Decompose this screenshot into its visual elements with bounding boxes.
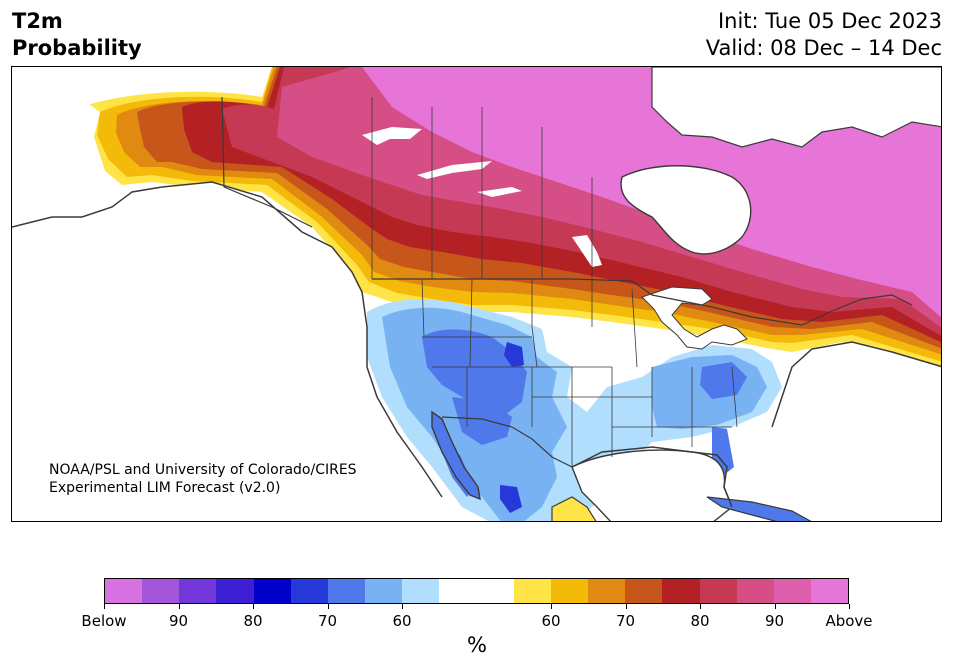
probability-map [11, 66, 942, 522]
colorbar-segment [402, 579, 440, 603]
valid-range: Valid: 08 Dec – 14 Dec [705, 36, 942, 60]
band-below-75 [500, 342, 524, 513]
colorbar-segment [327, 579, 366, 603]
us-mexico-border [441, 416, 573, 468]
colorbar-tick [551, 604, 552, 609]
colorbar-tick [178, 604, 180, 609]
forecast-dates: Init: Tue 05 Dec 2023 Valid: 08 Dec – 14… [706, 8, 942, 62]
baja-california [431, 410, 481, 501]
colorbar-unit: % [467, 633, 487, 657]
colorbar-tick-label: 70 [317, 612, 338, 630]
colorbar-segment [810, 579, 849, 603]
mexico-south [551, 496, 597, 521]
credit: NOAA/PSL and University of Colorado/CIRE… [49, 461, 357, 497]
map-title: T2m Probability [12, 8, 142, 62]
canada-us-border [372, 278, 913, 326]
colorbar-tick [327, 604, 329, 609]
great-lakes [641, 286, 748, 350]
map-canvas [12, 67, 941, 521]
colorbar-segment [662, 579, 700, 603]
colorbar-segment [773, 579, 811, 603]
colorbar-tick [849, 604, 850, 609]
colorbar-segment [216, 579, 254, 603]
colorbar-tick [700, 604, 701, 609]
colorbar-tick [253, 604, 254, 609]
boundaries [221, 96, 913, 468]
credit-line-2: Experimental LIM Forecast (v2.0) [49, 480, 281, 496]
colorbar-segment [625, 579, 663, 603]
colorbar-tick-label: 80 [690, 612, 710, 630]
state-lines [421, 278, 738, 467]
gulf-of-alaska [112, 182, 362, 307]
hudson-bay [620, 165, 752, 255]
cuba [706, 496, 812, 521]
alaska-white [12, 87, 132, 232]
lake-athabasca [477, 187, 522, 197]
atlantic [713, 342, 941, 521]
colorbar-tick-label: 60 [392, 612, 412, 630]
colorbar-tick-label: Above [825, 612, 873, 630]
colorbar-tick-label: 90 [764, 612, 785, 630]
colorbar-segment [550, 579, 589, 603]
colorbar-tick [625, 604, 627, 609]
colorbar-segment [179, 579, 217, 603]
province-lines [371, 97, 593, 279]
colorbar-segment [253, 579, 291, 603]
colorbar-tick-label: 80 [243, 612, 263, 630]
init-date: Init: Tue 05 Dec 2023 [717, 9, 942, 33]
colorbar-segment [588, 579, 626, 603]
colorbar-tick [104, 604, 105, 609]
colorbar-segment [365, 579, 403, 603]
colorbar-segment [699, 579, 737, 603]
lake-winnipeg [572, 235, 602, 267]
great-slave-lake [417, 161, 492, 179]
colorbar-segment [142, 579, 180, 603]
colorbar-tick-label: 70 [615, 612, 636, 630]
colorbar-segment [105, 579, 143, 603]
band-below-70 [422, 329, 812, 521]
colorbar-segment [476, 579, 514, 603]
colorbar-tick [402, 604, 403, 609]
colorbar-segment [290, 579, 328, 603]
colorbar-tick-label: 60 [541, 612, 561, 630]
pacific [12, 227, 461, 521]
colorbar-segment [513, 579, 551, 603]
alaska-border [221, 96, 313, 228]
colorbar-tick [774, 604, 776, 609]
colorbar-segment [736, 579, 774, 603]
title-line-2: Probability [12, 36, 142, 60]
coastline [12, 181, 941, 508]
arctic-islands [651, 67, 941, 148]
great-bear-lake [362, 127, 422, 145]
colorbar-segment [439, 579, 477, 603]
title-line-1: T2m [12, 9, 63, 33]
colorbar-tick-label: 90 [168, 612, 189, 630]
colorbar-tick-label: Below [81, 612, 127, 630]
credit-line-1: NOAA/PSL and University of Colorado/CIRE… [49, 462, 357, 478]
colorbar [104, 578, 849, 604]
